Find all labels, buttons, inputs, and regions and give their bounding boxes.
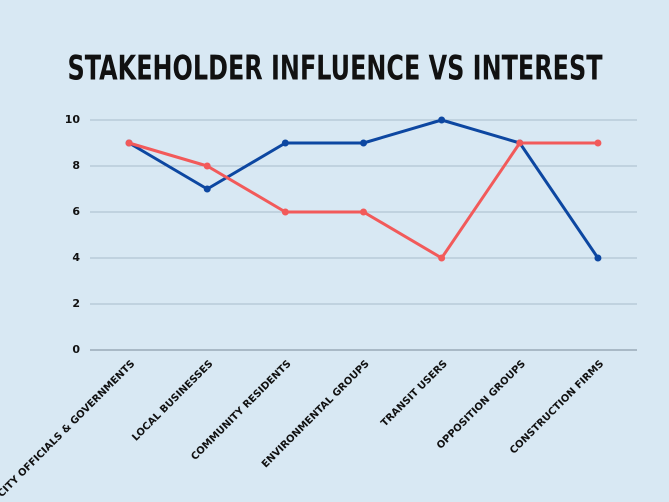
data-point bbox=[594, 254, 602, 262]
data-point bbox=[594, 139, 602, 147]
data-point bbox=[281, 208, 289, 216]
data-point bbox=[203, 162, 211, 170]
data-point bbox=[281, 139, 289, 147]
data-point bbox=[438, 116, 446, 124]
y-tick-label: 0 bbox=[72, 343, 80, 356]
data-point bbox=[360, 139, 367, 147]
y-tick-label: 6 bbox=[72, 205, 80, 218]
y-tick-label: 8 bbox=[72, 159, 80, 172]
y-tick-label: 10 bbox=[65, 113, 81, 126]
data-point bbox=[438, 254, 446, 262]
data-point bbox=[125, 139, 133, 147]
y-tick-label: 2 bbox=[72, 297, 80, 310]
data-point bbox=[516, 139, 524, 147]
data-point bbox=[203, 185, 211, 193]
chart-title: STAKEHOLDER INFLUENCE VS INTEREST bbox=[68, 49, 604, 89]
y-tick-label: 4 bbox=[72, 251, 80, 264]
data-point bbox=[360, 208, 367, 216]
